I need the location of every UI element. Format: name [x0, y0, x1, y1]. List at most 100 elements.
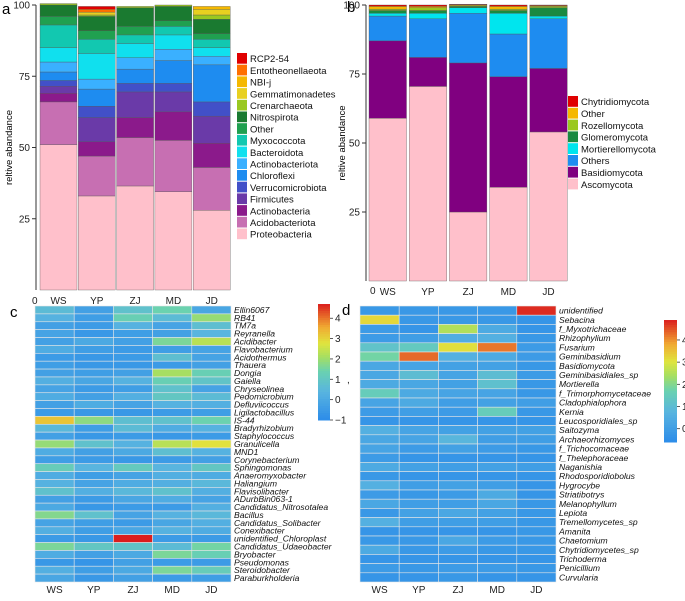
panel-a-bar-segment-actinobacteriota-zj — [116, 57, 154, 70]
panel-a-bar-segment-other-md — [154, 20, 193, 27]
panel-c-cell-candidatus-solibacter-yp — [73, 518, 114, 528]
panel-c-row-label: Granulicella — [234, 439, 280, 449]
panel-d-column-label: YP — [412, 585, 426, 596]
panel-c-row-label: Anaeromyxobacter — [233, 471, 307, 481]
panel-d-column-label: MD — [489, 585, 505, 596]
panel-d-cell-cladophialophora-yp — [398, 397, 439, 408]
panel-d-cell-saitozyma-ws — [359, 425, 400, 436]
panel-d-colorbar-segment — [664, 361, 677, 365]
panel-a-y-tick-label: 50 — [19, 143, 31, 154]
panel-d-cell-saitozyma-jd — [516, 425, 557, 436]
panel-c-row-label: Staphylococcus — [234, 431, 295, 441]
panel-c-row-label: Sphingomonas — [234, 463, 292, 473]
panel-d-cell-sebacina-md — [477, 314, 518, 325]
panel-c-column-label: WS — [47, 585, 63, 596]
panel-d-colorbar-segment — [664, 334, 677, 338]
panel-d-cell-cladophialophora-jd — [516, 397, 557, 408]
panel-c-cell-pseudomonas-zj — [113, 558, 153, 567]
panel-c-cell-unidentified-chloroplast-yp — [73, 534, 114, 543]
panel-c-cell-anaeromyxobacter-yp — [73, 471, 114, 480]
panel-c-cell-flavisolibacter-jd — [191, 487, 232, 496]
panel-b-legend-swatch-glomeromycota — [568, 131, 578, 143]
panel-b-bar-segment-mortierellomycota-jd — [529, 15, 568, 19]
panel-c-colorbar-segment — [318, 313, 330, 317]
panel-a-x-tick-label: ZJ — [130, 296, 141, 307]
panel-c-colorbar-segment — [318, 385, 330, 389]
panel-a-bar-segment-actinobacteria-zj — [116, 117, 154, 138]
panel-d-colorbar-segment — [664, 354, 677, 358]
panel-a-legend-swatch-verrucomicrobiota — [237, 181, 247, 193]
panel-a-y-tick-label: 100 — [13, 1, 30, 12]
panel-c-row-label: Bradyrhizobium — [234, 423, 294, 433]
panel-d-cell-saitozyma-md — [477, 425, 518, 436]
panel-d-row-label: Fusarium — [559, 342, 595, 352]
panel-c-cell-defluviicoccus-jd — [191, 400, 232, 409]
panel-a-bar-segment-other-yp — [78, 30, 116, 40]
panel-c-cell-candidatus-solibacter-md — [152, 518, 193, 528]
panel-c-cell-paraburkholderia-yp — [73, 573, 114, 583]
panel-a-bar-segment-acidobacteriota-ws — [39, 101, 78, 145]
panel-a-bar-segment-proteobacteria-yp — [78, 195, 116, 291]
panel-d-cell-unidentified-zj — [438, 305, 478, 316]
panel-c-colorbar-segment — [318, 417, 330, 421]
panel-c-colorbar-segment — [318, 394, 330, 398]
panel-d-cell-lepiota-md — [477, 508, 518, 518]
panel-c-cell-defluviicoccus-md — [152, 400, 193, 409]
panel-d-cell-sebacina-jd — [516, 314, 557, 325]
panel-d-cell-f-myxotrichaceae-md — [477, 324, 518, 334]
panel-c-cell-chryseolinea-yp — [73, 384, 114, 394]
panel-c-cell-candidatus-udaeobacter-zj — [113, 542, 153, 551]
panel-d-cell-trichoderma-jd — [516, 554, 557, 564]
panel-c-cell-bradyrhizobium-zj — [113, 423, 153, 433]
panel-d-cell-trichoderma-ws — [359, 554, 400, 564]
panel-a-bar-segment-crenarchaeota-ws — [39, 3, 78, 6]
panel-d-column-label: ZJ — [452, 585, 463, 596]
panel-d-cell-mortierella-yp — [398, 379, 439, 390]
panel-label-a: a — [2, 1, 11, 18]
panel-a-legend-swatch-myxococcota — [237, 134, 247, 146]
panel-c-cell-granulicella-ws — [34, 439, 75, 449]
panel-c-cell-bacillus-ws — [34, 510, 75, 520]
panel-c-cell-acidibacter-zj — [113, 337, 153, 346]
panel-label-c: c — [10, 304, 18, 321]
panel-d-row-label: Penicillium — [559, 563, 600, 573]
panel-c-cell-adurbbin063-1-md — [152, 494, 193, 504]
panel-c-cell-mnd1-zj — [113, 447, 153, 457]
panel-c-colorbar-tick-label: 4 — [335, 314, 341, 325]
panel-c-cell-gaiella-jd — [191, 376, 232, 386]
panel-b-bar-segment-mortierellomycota-zj — [449, 7, 488, 14]
panel-c-cell-flavisolibacter-yp — [73, 487, 114, 496]
panel-d-row-label: Tremellomycetes_sp — [559, 517, 638, 527]
panel-c-cell-defluviicoccus-ws — [34, 400, 75, 409]
panel-c-cell-is-44-jd — [191, 416, 232, 425]
panel-d-colorbar-segment — [664, 415, 677, 419]
panel-d-cell-naganishia-jd — [516, 462, 557, 472]
panel-c-cell-ellin6067-yp — [73, 305, 114, 315]
panel-d-cell-lepiota-ws — [359, 508, 400, 518]
panel-d-colorbar-segment — [664, 349, 677, 353]
panel-d-cell-rhizophylium-md — [477, 333, 518, 344]
panel-c-cell-rb41-yp — [73, 313, 114, 323]
panel-d-cell-hygrocybe-yp — [398, 480, 439, 491]
panel-c-colorbar-tick-label: −1 — [335, 416, 347, 427]
panel-d-cell-basidiomycota-zj — [438, 360, 478, 371]
panel-d-cell-f-trichocomaceae-zj — [438, 443, 478, 454]
panel-c-cell-candidatus-solibacter-ws — [34, 518, 75, 528]
panel-c-cell-candidatus-nitrosotalea-ws — [34, 502, 75, 512]
panel-d-cell-mortierella-md — [477, 379, 518, 390]
panel-d-cell-trichoderma-yp — [398, 554, 439, 564]
panel-d-colorbar-segment — [664, 327, 677, 331]
panel-a-legend-swatch-nitrospirota — [237, 111, 247, 123]
panel-a-legend-label-rcp2-54: RCP2-54 — [250, 54, 289, 65]
panel-d-cell-leucosporidiales-sp-yp — [398, 416, 439, 426]
panel-c-cell-haliangium-jd — [191, 479, 232, 488]
panel-c-row-label: Flavobacterium — [234, 344, 293, 354]
panel-a-bar-segment-myxococcota-md — [154, 26, 193, 36]
panel-a-legend-swatch-firmicutes — [237, 193, 247, 205]
panel-c-row-label: Thauera — [234, 360, 266, 370]
panel-b-bar-segment-rozellomycota-jd — [529, 6, 568, 8]
panel-d-cell-melanophyllum-ws — [359, 498, 400, 509]
panel-c-colorbar-segment — [318, 320, 330, 324]
panel-c-row-label: Acidibacter — [233, 336, 278, 346]
panel-c-cell-rb41-md — [152, 313, 193, 323]
